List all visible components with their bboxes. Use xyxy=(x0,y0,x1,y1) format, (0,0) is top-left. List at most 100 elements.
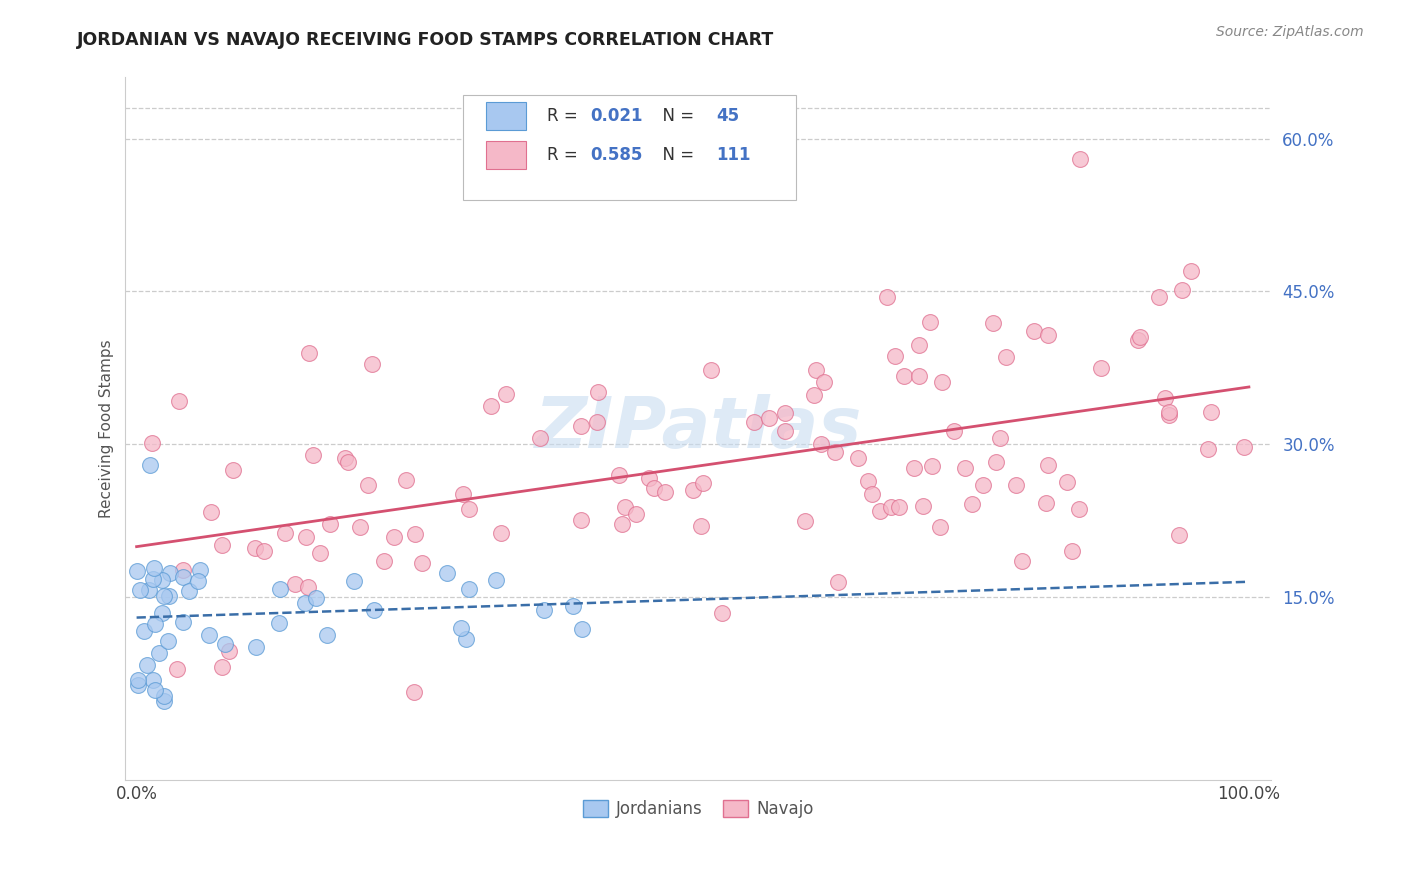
Point xyxy=(402,684,425,698)
Point xyxy=(912,499,935,513)
Point xyxy=(610,517,633,532)
Point xyxy=(135,657,157,672)
Point xyxy=(928,520,950,534)
Point xyxy=(273,526,295,541)
Point xyxy=(1004,478,1026,492)
Point xyxy=(1149,290,1171,304)
Point xyxy=(252,543,274,558)
Point xyxy=(1036,328,1059,343)
Point xyxy=(1069,152,1091,166)
Point xyxy=(157,589,180,603)
Text: N =: N = xyxy=(652,145,700,164)
Point xyxy=(198,628,221,642)
Point xyxy=(953,461,976,475)
Point xyxy=(363,602,385,616)
Point xyxy=(1197,442,1219,457)
Text: 45: 45 xyxy=(717,107,740,125)
Point xyxy=(856,475,879,489)
FancyBboxPatch shape xyxy=(486,141,526,169)
Point xyxy=(479,399,502,413)
Point xyxy=(1159,405,1181,419)
Point xyxy=(609,467,631,482)
Point xyxy=(1199,405,1222,419)
Point xyxy=(333,450,356,465)
Point xyxy=(1056,475,1078,489)
Point xyxy=(988,431,1011,445)
Y-axis label: Receiving Food Stamps: Receiving Food Stamps xyxy=(100,340,114,518)
Point xyxy=(931,375,953,389)
Point xyxy=(458,582,481,597)
Point xyxy=(586,385,609,400)
Point xyxy=(893,369,915,384)
Point xyxy=(907,369,929,384)
Point xyxy=(319,516,342,531)
Point xyxy=(995,350,1018,364)
Point xyxy=(1067,502,1090,516)
Point xyxy=(297,580,319,594)
Point xyxy=(284,577,307,591)
Point xyxy=(529,431,551,445)
Point xyxy=(984,455,1007,469)
Point xyxy=(245,640,267,654)
Point xyxy=(1062,544,1084,558)
Point xyxy=(308,546,330,560)
Point xyxy=(159,566,181,581)
Point xyxy=(571,622,593,636)
Point xyxy=(869,504,891,518)
Point xyxy=(141,436,163,450)
Point xyxy=(1167,527,1189,541)
Point xyxy=(384,530,406,544)
Point xyxy=(908,338,931,352)
Point xyxy=(315,628,337,642)
Point xyxy=(884,349,907,363)
Point xyxy=(682,483,704,498)
Point xyxy=(145,683,167,698)
Point xyxy=(775,406,797,420)
Point xyxy=(773,424,796,438)
Point xyxy=(349,520,371,534)
Point xyxy=(562,599,585,613)
Point xyxy=(860,487,883,501)
Point xyxy=(1022,324,1045,338)
Point xyxy=(450,621,472,635)
Point xyxy=(411,557,433,571)
Point xyxy=(495,387,517,401)
Point xyxy=(457,501,479,516)
Point xyxy=(638,471,661,485)
Point xyxy=(127,678,149,692)
Point xyxy=(218,644,240,658)
Point xyxy=(148,646,170,660)
Point xyxy=(456,632,478,647)
Point xyxy=(813,376,835,390)
Point xyxy=(569,513,592,527)
Point xyxy=(758,410,780,425)
Point xyxy=(142,572,165,586)
Point xyxy=(305,591,328,605)
Text: 0.021: 0.021 xyxy=(591,107,643,125)
Point xyxy=(138,582,160,597)
Point xyxy=(887,500,910,515)
Point xyxy=(143,561,166,575)
Point xyxy=(711,606,734,620)
Point xyxy=(921,458,943,473)
Point xyxy=(150,606,173,620)
Point xyxy=(436,566,458,580)
Point xyxy=(1011,554,1033,568)
Point xyxy=(269,582,291,597)
Legend: Jordanians, Navajo: Jordanians, Navajo xyxy=(576,793,820,825)
Point xyxy=(143,617,166,632)
Point xyxy=(804,363,827,377)
Point xyxy=(169,394,191,409)
Point xyxy=(139,458,162,472)
Point xyxy=(643,481,665,495)
Point xyxy=(200,505,222,519)
Point xyxy=(1035,496,1057,510)
Point xyxy=(624,507,647,521)
Point xyxy=(485,574,508,588)
Point xyxy=(188,563,211,577)
Point xyxy=(793,514,815,528)
Point xyxy=(172,615,194,630)
Point xyxy=(142,673,165,687)
Point xyxy=(810,437,832,451)
Point xyxy=(125,565,148,579)
